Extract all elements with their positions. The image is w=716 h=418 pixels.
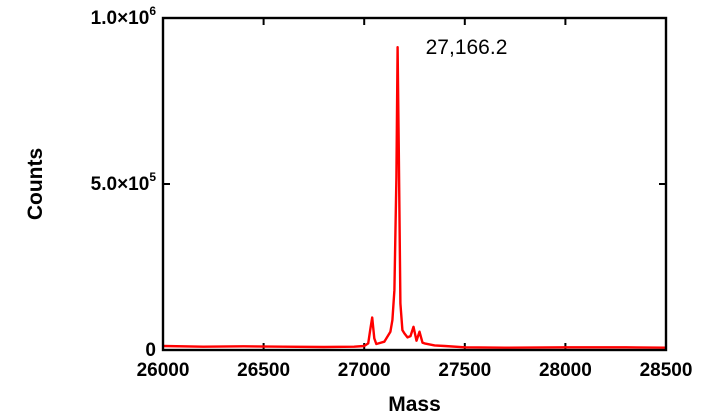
y-axis-label: Counts [24, 148, 47, 220]
x-axis-label: Mass [388, 393, 441, 416]
plot-frame [161, 16, 668, 352]
y-tick-label: 1.0×106 [91, 4, 157, 29]
ticks-layer [162, 17, 667, 351]
x-tick-labels: 26000 26500 27000 27500 28000 28500 [137, 360, 693, 381]
x-tick-label: 28500 [640, 360, 693, 381]
peak-annotation: 27,166.2 [426, 36, 508, 59]
y-tick-label: 0 [145, 340, 156, 361]
y-tick-labels: 0 5.0×105 1.0×106 [91, 4, 157, 361]
x-tick-label: 26000 [137, 360, 190, 381]
x-tick-label: 28000 [539, 360, 592, 381]
y-tick-label: 5.0×105 [91, 170, 157, 195]
x-tick-label: 26500 [237, 360, 290, 381]
x-tick-label: 27000 [338, 360, 391, 381]
series-line-0 [162, 46, 667, 349]
x-tick-label: 27500 [438, 360, 491, 381]
